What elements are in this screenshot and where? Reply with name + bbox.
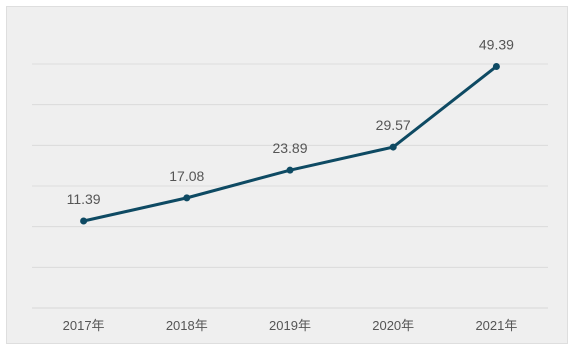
x-tick-label: 2018年 <box>166 318 208 333</box>
grid-lines <box>32 63 548 309</box>
x-tick-label: 2020年 <box>372 318 414 333</box>
data-point <box>286 166 294 174</box>
data-point <box>80 217 88 225</box>
x-tick-label: 2021年 <box>475 318 517 333</box>
series-points <box>80 62 500 225</box>
data-label: 11.39 <box>67 191 101 207</box>
data-labels: 11.39 17.08 23.89 29.57 49.39 <box>67 36 515 207</box>
x-tick-label: 2017年 <box>63 318 105 333</box>
data-point <box>389 143 397 151</box>
x-tick-label: 2019年 <box>269 318 311 333</box>
data-point <box>183 194 191 202</box>
chart-panel <box>6 6 568 344</box>
data-label: 23.89 <box>272 140 307 156</box>
data-label: 49.39 <box>479 36 514 52</box>
x-axis-tick-labels: 2017年 2018年 2019年 2020年 2021年 <box>63 318 518 333</box>
data-point <box>492 62 500 70</box>
data-label: 29.57 <box>376 117 411 133</box>
data-label: 17.08 <box>169 168 204 184</box>
